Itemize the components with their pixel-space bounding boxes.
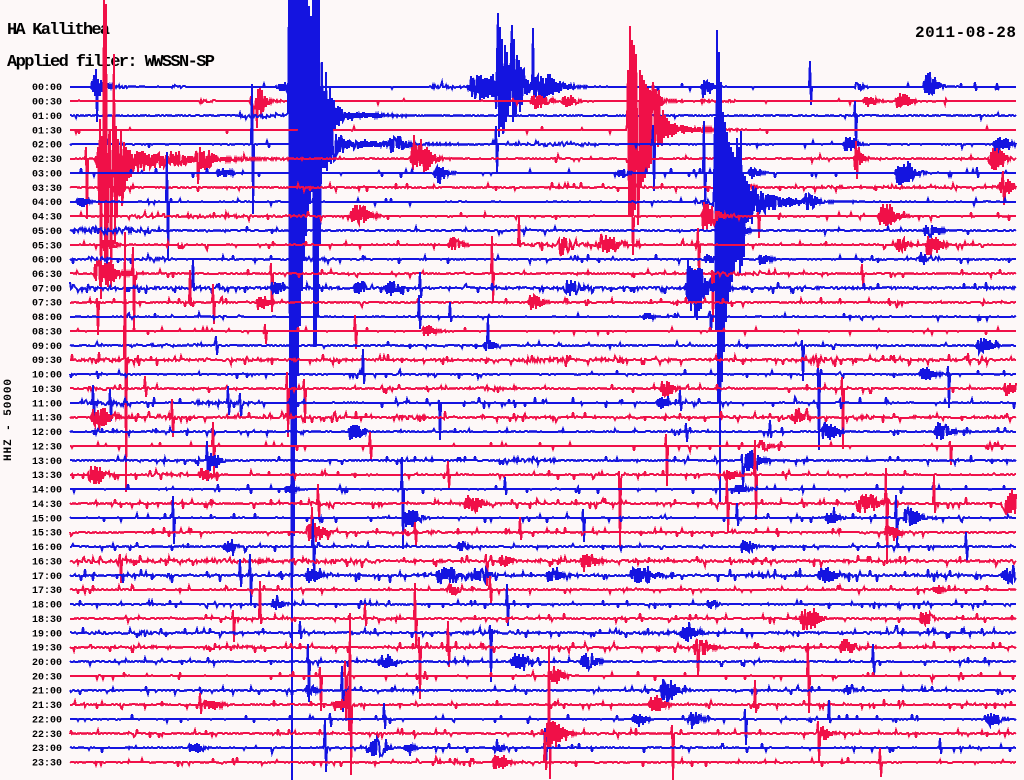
svg-text:01:00: 01:00 [32,112,62,123]
svg-text:21:00: 21:00 [32,687,62,698]
svg-text:10:00: 10:00 [32,371,62,382]
svg-text:06:00: 06:00 [32,256,62,267]
svg-text:04:00: 04:00 [32,198,62,209]
svg-text:04:30: 04:30 [32,213,62,224]
svg-text:17:00: 17:00 [32,572,62,583]
svg-text:09:30: 09:30 [32,356,62,367]
svg-text:18:00: 18:00 [32,601,62,612]
svg-text:20:00: 20:00 [32,658,62,669]
svg-text:13:00: 13:00 [32,457,62,468]
svg-text:2011-08-28: 2011-08-28 [915,24,1016,42]
svg-text:00:00: 00:00 [32,83,62,94]
svg-text:06:30: 06:30 [32,270,62,281]
svg-text:09:00: 09:00 [32,342,62,353]
svg-text:22:30: 22:30 [32,730,62,741]
svg-text:07:00: 07:00 [32,284,62,295]
svg-text:14:00: 14:00 [32,486,62,497]
svg-text:15:30: 15:30 [32,529,62,540]
svg-text:07:30: 07:30 [32,299,62,310]
svg-text:11:30: 11:30 [32,414,62,425]
svg-text:03:00: 03:00 [32,169,62,180]
svg-text:18:30: 18:30 [32,615,62,626]
svg-text:08:30: 08:30 [32,328,62,339]
svg-text:19:00: 19:00 [32,629,62,640]
svg-text:15:00: 15:00 [32,514,62,525]
svg-text:05:00: 05:00 [32,227,62,238]
svg-text:05:30: 05:30 [32,241,62,252]
svg-text:Applied filter: WWSSN-SP: Applied filter: WWSSN-SP [7,53,215,72]
svg-text:19:30: 19:30 [32,644,62,655]
svg-text:00:30: 00:30 [32,98,62,109]
svg-text:22:00: 22:00 [32,716,62,727]
svg-text:02:30: 02:30 [32,155,62,166]
svg-text:HHZ - 50000: HHZ - 50000 [3,379,15,461]
svg-text:03:30: 03:30 [32,184,62,195]
svg-text:14:30: 14:30 [32,500,62,511]
svg-text:12:30: 12:30 [32,442,62,453]
svg-text:16:00: 16:00 [32,543,62,554]
svg-text:21:30: 21:30 [32,701,62,712]
svg-text:23:00: 23:00 [32,744,62,755]
svg-text:17:30: 17:30 [32,586,62,597]
svg-text:02:00: 02:00 [32,141,62,152]
svg-text:12:00: 12:00 [32,428,62,439]
svg-text:08:00: 08:00 [32,313,62,324]
svg-text:01:30: 01:30 [32,126,62,137]
svg-text:11:00: 11:00 [32,399,62,410]
svg-text:20:30: 20:30 [32,672,62,683]
svg-text:13:30: 13:30 [32,471,62,482]
svg-text:10:30: 10:30 [32,385,62,396]
svg-text:23:30: 23:30 [32,759,62,770]
svg-text:HA Kallithea: HA Kallithea [7,21,110,40]
svg-text:16:30: 16:30 [32,557,62,568]
